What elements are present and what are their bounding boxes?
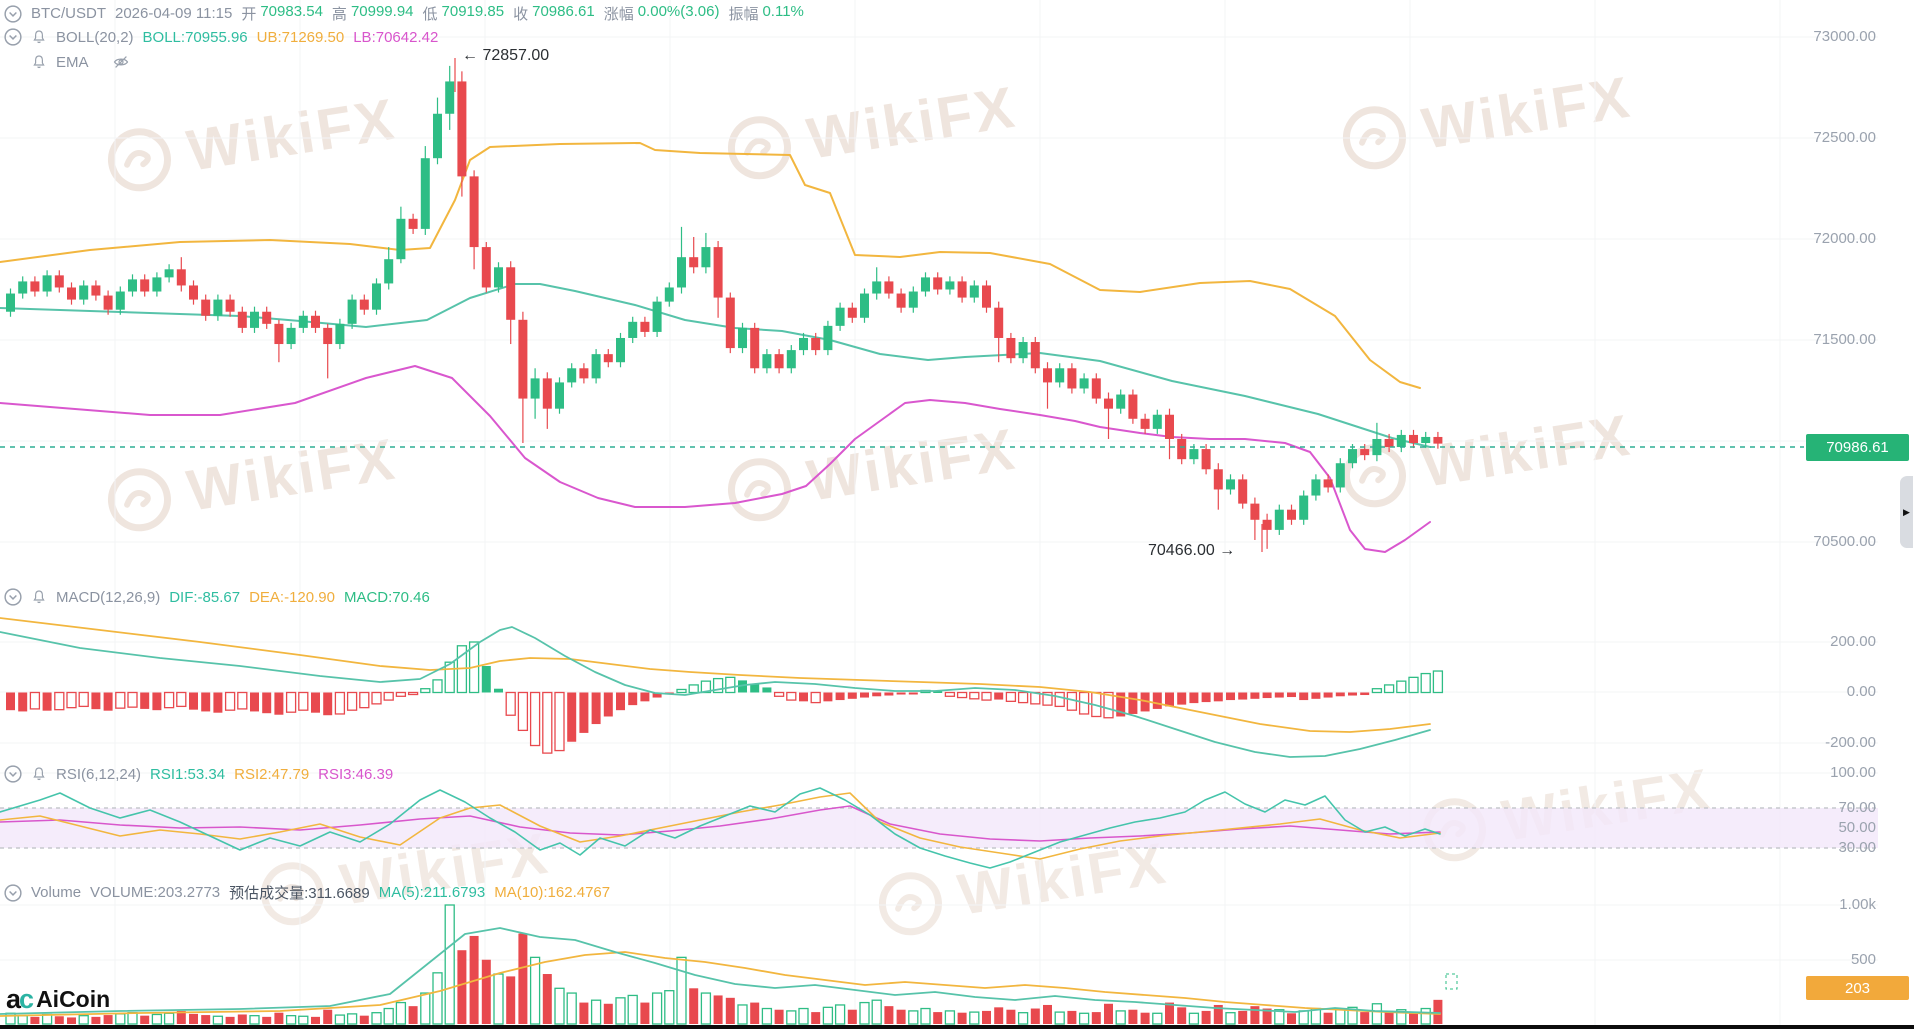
- rsi-tick-50: 50.00: [1838, 819, 1876, 836]
- watermark: WikiFX: [873, 830, 1173, 942]
- bottom-border: [0, 1025, 1914, 1029]
- collapse-volume-icon[interactable]: [4, 883, 22, 902]
- boll-mid-value: BOLL:70955.96: [142, 28, 248, 46]
- amplitude-value: 0.11%: [762, 3, 804, 20]
- close-pair: 收 70986.61: [513, 3, 595, 23]
- change-pair: 涨幅 0.00%(3.06): [603, 3, 720, 23]
- aicoin-logo: ac AiCoin: [6, 984, 110, 1015]
- high-pair: 高 70999.94: [331, 3, 414, 23]
- ema-name: EMA: [56, 53, 89, 71]
- rsi2-value: RSI2:47.79: [234, 765, 310, 783]
- macd-indicator-bar: MACD(12,26,9) DIF:-85.67 DEA:-120.90 MAC…: [4, 588, 430, 606]
- macd-dif-value: DIF:-85.67: [169, 588, 241, 606]
- collapse-rsi-icon[interactable]: [4, 765, 22, 783]
- boll-indicator-bar: BOLL(20,2) BOLL:70955.96 UB:71269.50 LB:…: [4, 28, 438, 46]
- price-tick-71500: 71500.00: [1813, 331, 1876, 348]
- open-pair: 开 70983.54: [241, 3, 323, 23]
- collapse-main-panel-icon[interactable]: [4, 4, 22, 23]
- rsi-tick-30: 30.00: [1838, 839, 1876, 856]
- price-tick-73000: 73000.00: [1813, 28, 1876, 45]
- volume-indicator-bar: Volume VOLUME:203.2773 预估成交量:311.6689 MA…: [4, 882, 610, 903]
- aicoin-logo-mark: ac: [6, 984, 34, 1014]
- ema-alert-bell-icon[interactable]: [31, 54, 47, 70]
- macd-name: MACD(12,26,9): [56, 588, 161, 606]
- low-pair: 低 70919.85: [422, 3, 505, 23]
- wikifx-logo-icon: [727, 115, 791, 179]
- macd-tick-0: 0.00: [1846, 683, 1876, 700]
- watermark: WikiFX: [722, 416, 1022, 528]
- boll-ub-value: UB:71269.50: [256, 28, 345, 46]
- wikifx-logo-icon: [727, 457, 791, 521]
- ema-hidden-eye-off-icon[interactable]: [112, 53, 130, 71]
- open-value: 70983.54: [260, 3, 323, 20]
- high-price-annotation: ← 72857.00: [462, 47, 550, 64]
- rsi1-value: RSI1:53.34: [150, 765, 226, 783]
- current-price-badge: 70986.61: [1806, 434, 1909, 461]
- macd-dea-value: DEA:-120.90: [249, 588, 335, 606]
- change-value: 0.00%(3.06): [637, 3, 720, 20]
- watermark: WikiFX: [722, 74, 1022, 186]
- high-value: 70999.94: [350, 3, 414, 20]
- rsi-alert-bell-icon[interactable]: [31, 766, 47, 782]
- wikifx-logo-icon: [878, 871, 942, 935]
- volume-ma10-value: MA(10):162.4767: [494, 884, 611, 901]
- datetime: 2026-04-09 11:15: [115, 5, 233, 22]
- current-volume-badge: 203: [1806, 976, 1909, 1000]
- collapse-macd-icon[interactable]: [4, 588, 22, 606]
- volume-tick-500: 500: [1850, 951, 1876, 968]
- rsi-tick-100: 100.00: [1830, 764, 1876, 781]
- estimated-volume-value: 预估成交量:311.6689: [229, 885, 370, 902]
- watermark: WikiFX: [102, 426, 402, 538]
- symbol-info-bar: BTC/USDT 2026-04-09 11:15 开 70983.54 高 709…: [4, 3, 804, 24]
- rsi-tick-70: 70.00: [1838, 799, 1876, 816]
- volume-name: Volume: [31, 884, 82, 901]
- close-value: 70986.61: [532, 3, 595, 20]
- price-tick-70500: 70500.00: [1813, 533, 1876, 550]
- ema-indicator-bar: EMA: [31, 53, 130, 71]
- macd-tick-neg200: -200.00: [1825, 734, 1876, 751]
- low-price-annotation: 70466.00 →: [1148, 542, 1236, 559]
- panel-expand-handle[interactable]: ▶: [1900, 476, 1913, 548]
- macd-tick-200: 200.00: [1830, 633, 1876, 650]
- rsi-indicator-bar: RSI(6,12,24) RSI1:53.34 RSI2:47.79 RSI3:…: [4, 765, 393, 783]
- price-tick-72000: 72000.00: [1813, 230, 1876, 247]
- symbol: BTC/USDT: [31, 5, 106, 22]
- low-value: 70919.85: [441, 3, 505, 20]
- volume-ma5-value: MA(5):211.6793: [378, 884, 486, 901]
- boll-name: BOLL(20,2): [56, 28, 134, 46]
- amplitude-pair: 振幅 0.11%: [728, 3, 804, 23]
- rsi3-value: RSI3:46.39: [318, 765, 394, 783]
- collapse-boll-icon[interactable]: [4, 28, 22, 46]
- macd-alert-bell-icon[interactable]: [31, 589, 47, 605]
- aicoin-logo-text: AiCoin: [36, 986, 111, 1012]
- price-tick-72500: 72500.00: [1813, 129, 1876, 146]
- macd-macd-value: MACD:70.46: [343, 588, 430, 606]
- volume-value: VOLUME:203.2773: [90, 884, 221, 901]
- wikifx-logo-icon: [107, 467, 171, 531]
- rsi-name: RSI(6,12,24): [56, 765, 142, 783]
- watermark: WikiFX: [102, 86, 402, 198]
- wikifx-logo-icon: [107, 127, 171, 191]
- boll-alert-bell-icon[interactable]: [31, 29, 47, 45]
- volume-tick-1k: 1.00k: [1839, 896, 1876, 913]
- boll-lb-value: LB:70642.42: [353, 28, 439, 46]
